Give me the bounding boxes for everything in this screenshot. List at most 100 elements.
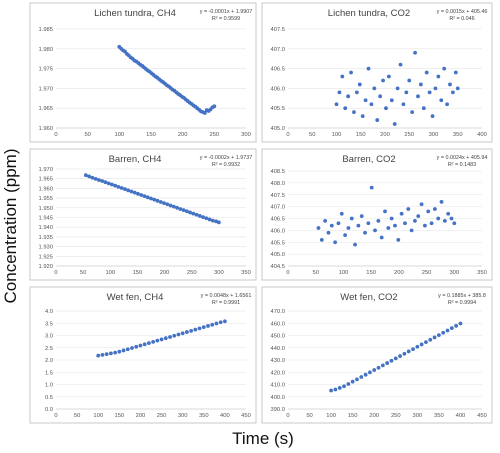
data-point: [178, 207, 183, 211]
data-point: [136, 191, 140, 196]
x-tick-label: 350: [199, 413, 209, 419]
data-point: [210, 218, 215, 223]
data-points: [83, 173, 221, 225]
y-tick-label: 420.0: [270, 370, 285, 376]
data-point: [168, 335, 172, 339]
x-axis-label: Time (s): [232, 429, 294, 448]
data-point: [445, 328, 450, 333]
y-tick-label: 3.5: [45, 321, 53, 327]
data-point: [409, 228, 414, 233]
x-tick-label: 50: [74, 413, 80, 419]
x-tick-label: 350: [453, 132, 463, 138]
trendline-equation: y = 0.0015x + 405.46: [437, 9, 488, 15]
data-point: [354, 90, 359, 95]
data-point: [319, 237, 324, 242]
data-point: [329, 223, 334, 228]
data-point: [439, 199, 444, 204]
data-point: [142, 342, 147, 347]
x-tick-label: 150: [146, 132, 156, 138]
data-point: [389, 98, 394, 103]
data-point: [442, 218, 447, 223]
data-point: [125, 347, 130, 352]
data-point: [119, 186, 124, 190]
x-tick-label: 300: [178, 413, 188, 419]
data-point: [342, 384, 346, 389]
data-point: [395, 86, 400, 91]
x-tick-label: 350: [241, 270, 251, 276]
data-points: [316, 185, 457, 247]
y-tick-label: 405.0: [270, 252, 285, 258]
y-tick-label: 0.0: [45, 407, 53, 413]
data-point: [413, 50, 417, 55]
y-tick-label: 407.0: [270, 47, 285, 53]
data-point: [333, 387, 338, 392]
data-point: [439, 98, 444, 103]
data-point: [100, 352, 105, 357]
data-point: [432, 335, 437, 340]
data-point: [366, 66, 371, 71]
y-tick-label: 404.5: [270, 264, 285, 270]
data-point: [350, 379, 355, 384]
y-tick-label: 405.0: [270, 126, 285, 132]
data-point: [359, 214, 364, 219]
panel-frame: [29, 148, 257, 281]
x-tick-label: 50: [80, 270, 86, 276]
data-point: [146, 341, 151, 345]
chart-title: Lichen tundra, CO2: [328, 8, 410, 19]
y-tick-label: 1.0: [45, 383, 53, 389]
data-point: [356, 223, 361, 228]
data-point: [406, 349, 411, 354]
x-tick-label: 200: [380, 132, 390, 138]
x-tick-label: 250: [157, 413, 167, 419]
data-point: [436, 74, 441, 79]
data-point: [416, 214, 421, 219]
data-point: [316, 226, 321, 230]
data-point: [429, 221, 434, 226]
y-tick-label: 0.5: [45, 395, 53, 401]
data-point: [436, 333, 441, 338]
data-point: [398, 62, 403, 67]
data-point: [201, 215, 206, 220]
data-point: [337, 386, 342, 390]
data-point: [206, 324, 210, 328]
data-point: [369, 102, 374, 107]
data-point: [451, 90, 455, 95]
data-point: [352, 110, 356, 115]
y-tick-label: 1.5: [45, 370, 53, 376]
data-point: [108, 351, 113, 356]
x-tick-label: 200: [369, 413, 379, 419]
x-tick-label: 150: [356, 132, 366, 138]
x-tick-label: 250: [391, 413, 401, 419]
data-point: [357, 82, 362, 87]
x-tick-label: 350: [477, 270, 487, 276]
data-point: [393, 223, 397, 228]
x-tick-label: 450: [477, 413, 487, 419]
y-tick-label: 406.0: [270, 228, 285, 234]
data-point: [449, 216, 454, 221]
x-tick-label: 100: [114, 132, 124, 138]
y-tick-label: 1.960: [38, 126, 53, 132]
data-point: [158, 200, 163, 204]
trendline-r2: R² = 0.9599: [212, 16, 240, 22]
data-point: [346, 382, 351, 386]
data-point: [110, 182, 114, 187]
data-point: [337, 90, 342, 95]
y-tick-label: 430.0: [270, 358, 285, 364]
y-tick-label: 406.5: [270, 67, 285, 73]
data-point: [113, 183, 118, 188]
data-points: [117, 44, 217, 115]
data-point: [93, 176, 98, 181]
data-point: [427, 90, 432, 95]
y-tick-label: 407.5: [270, 193, 285, 199]
data-point: [346, 226, 351, 230]
data-point: [359, 375, 364, 379]
x-tick-label: 0: [54, 413, 57, 419]
y-tick-label: 1.950: [38, 206, 53, 212]
x-tick-label: 250: [404, 132, 414, 138]
data-point: [218, 320, 223, 325]
x-tick-label: 150: [366, 270, 376, 276]
data-point: [152, 197, 157, 202]
y-tick-label: 4.0: [45, 309, 53, 315]
data-point: [222, 319, 227, 324]
